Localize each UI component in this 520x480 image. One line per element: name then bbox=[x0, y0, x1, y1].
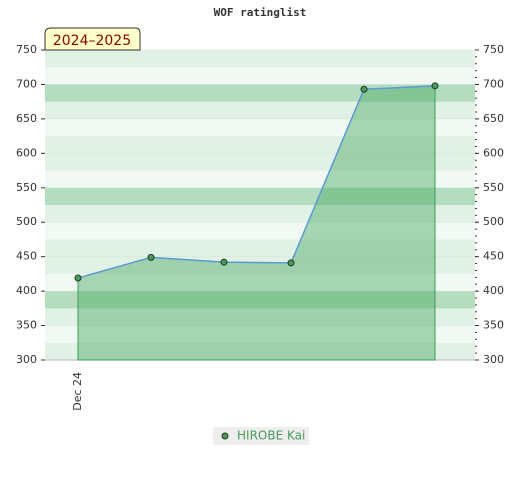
background-band bbox=[45, 222, 475, 240]
marker bbox=[220, 258, 228, 266]
y-tick-label: 750 bbox=[16, 43, 37, 56]
background-band bbox=[45, 101, 475, 120]
background-band bbox=[45, 273, 475, 292]
y-tick-label: 600 bbox=[16, 146, 37, 159]
y-tick-label: 300 bbox=[16, 353, 37, 366]
legend-box bbox=[213, 427, 309, 445]
y2-tick-label: 600 bbox=[483, 146, 504, 159]
marker bbox=[360, 85, 368, 93]
background-band bbox=[45, 256, 475, 275]
background-band bbox=[45, 50, 475, 68]
marker bbox=[147, 253, 155, 261]
marker bbox=[74, 274, 82, 282]
marker bbox=[287, 259, 295, 267]
background-band bbox=[45, 291, 475, 309]
y-tick-label: 350 bbox=[16, 319, 37, 332]
background-band bbox=[45, 170, 475, 189]
background-band bbox=[45, 153, 475, 172]
background-band bbox=[45, 342, 475, 361]
background-band bbox=[45, 205, 475, 223]
background-band bbox=[45, 239, 475, 258]
y-tick-label: 550 bbox=[16, 181, 37, 194]
y2-tick-label: 650 bbox=[483, 112, 504, 125]
background-band bbox=[45, 187, 475, 206]
y2-tick-label: 400 bbox=[483, 284, 504, 297]
line bbox=[77, 85, 436, 279]
badge-box bbox=[44, 27, 141, 51]
y2-tick-label: 550 bbox=[483, 181, 504, 194]
y2-tick-label: 300 bbox=[483, 353, 504, 366]
y-tick-label: 400 bbox=[16, 284, 37, 297]
y2-tick-label: 350 bbox=[483, 319, 504, 332]
background-band bbox=[45, 67, 475, 85]
y-tick-label: 450 bbox=[16, 250, 37, 263]
y-tick-label: 650 bbox=[16, 112, 37, 125]
background-band bbox=[45, 136, 475, 154]
legend-label: HIROBE Kai bbox=[237, 429, 305, 443]
chart-title: WOF ratinglist bbox=[214, 6, 307, 19]
background-band bbox=[45, 325, 475, 344]
y-tick-label: 500 bbox=[16, 215, 37, 228]
y2-tick-label: 500 bbox=[483, 215, 504, 228]
y2-tick-label: 700 bbox=[483, 77, 504, 90]
badge-label: 2024–2025 bbox=[53, 33, 131, 49]
marker bbox=[431, 82, 439, 90]
y2-tick-label: 750 bbox=[483, 43, 504, 56]
background-band bbox=[45, 308, 475, 327]
background-band bbox=[45, 118, 475, 137]
y-tick-label: 700 bbox=[16, 77, 37, 90]
legend-marker bbox=[221, 432, 229, 440]
y2-tick-label: 450 bbox=[483, 250, 504, 263]
x-tick-label: Dec 24 bbox=[71, 372, 84, 411]
